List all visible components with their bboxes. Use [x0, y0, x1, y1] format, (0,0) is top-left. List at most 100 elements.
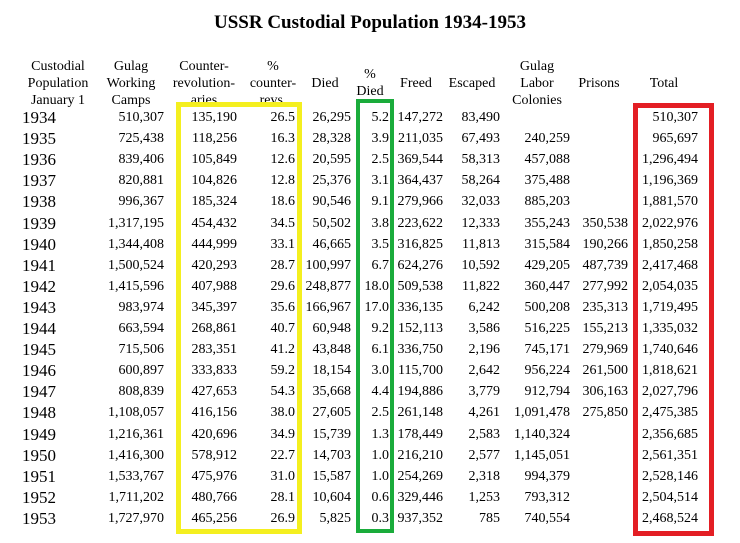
percent-counter-revs-cell: 18.6 [270, 194, 296, 210]
table-row: 1947 808,839 427,653 54.3 35,668 4.4 194,886 3,… [0, 381, 740, 403]
labor-colonies-cell: 315,584 [524, 236, 571, 252]
header-line: counter- [249, 76, 297, 91]
died-cell: 15,587 [312, 468, 352, 484]
year-cell: 1947 [22, 382, 56, 402]
total-cell: 2,561,351 [642, 447, 698, 463]
escaped-cell: 2,318 [468, 468, 501, 484]
labor-colonies-cell: 516,225 [524, 321, 571, 336]
percent-died-cell: 2.5 [371, 152, 390, 168]
escaped-cell: 4,261 [468, 405, 501, 421]
escaped-cell: 6,242 [468, 299, 501, 315]
gulag-camps-cell: 725,438 [118, 131, 165, 147]
freed-cell: 216,210 [397, 447, 444, 463]
percent-counter-revs-cell: 12.6 [270, 152, 296, 168]
table-row: 1944 663,594 268,861 40.7 60,948 9.2 152,113 3,… [0, 318, 740, 340]
table-row: 1946 600,897 333,833 59.2 18,154 3.0 115,700 2,… [0, 360, 740, 382]
prisons-cell: 155,213 [582, 321, 629, 336]
header-line: % [267, 59, 279, 74]
percent-counter-revs-cell: 12.8 [270, 173, 296, 189]
year-cell: 1948 [22, 403, 56, 423]
header-freed: Freed [394, 75, 438, 92]
year-cell: 1946 [22, 361, 56, 381]
counter-revolutionaries-cell: 345,397 [191, 299, 238, 315]
year-cell: 1943 [22, 297, 56, 317]
counter-revolutionaries-cell: 407,988 [191, 278, 238, 294]
table-row: 1949 1,216,361 420,696 34.9 15,739 1.3 178,449… [0, 424, 740, 446]
gulag-camps-cell: 600,897 [118, 363, 165, 379]
escaped-cell: 32,033 [461, 194, 501, 210]
died-cell: 43,848 [312, 342, 352, 358]
labor-colonies-cell: 500,208 [524, 299, 571, 315]
percent-died-cell: 3.0 [371, 363, 390, 379]
header-total: Total [640, 75, 688, 92]
counter-revolutionaries-cell: 135,190 [191, 110, 238, 125]
table-row: 1945 715,506 283,351 41.2 43,848 6.1 336,750 2,… [0, 339, 740, 361]
percent-died-cell: 6.7 [371, 257, 390, 273]
percent-died-cell: 1.0 [371, 447, 390, 463]
counter-revolutionaries-cell: 118,256 [192, 131, 237, 147]
header-line: Colonies [512, 93, 562, 108]
gulag-camps-cell: 510,307 [118, 110, 165, 125]
escaped-cell: 83,490 [461, 110, 501, 125]
percent-counter-revs-cell: 41.2 [270, 342, 296, 358]
total-cell: 2,027,796 [642, 384, 698, 400]
freed-cell: 509,538 [397, 278, 444, 294]
header-line: Working [106, 76, 156, 91]
prisons-cell: 350,538 [582, 215, 629, 231]
header-line: Freed [400, 76, 432, 91]
total-cell: 2,528,146 [642, 468, 698, 484]
table-row: 1935 725,438 118,256 16.3 28,328 3.9 211,035 67… [0, 128, 740, 150]
percent-counter-revs-cell: 16.3 [270, 131, 296, 147]
percent-counter-revs-cell: 28.1 [270, 489, 296, 505]
gulag-camps-cell: 1,108,057 [108, 405, 164, 421]
gulag-camps-cell: 808,839 [118, 384, 165, 400]
total-cell: 2,356,685 [642, 426, 698, 442]
escaped-cell: 3,586 [468, 321, 501, 336]
table-row: 1951 1,533,767 475,976 31.0 15,587 1.0 254,269… [0, 466, 740, 488]
percent-died-cell: 9.1 [371, 194, 390, 210]
total-cell: 2,504,514 [642, 489, 698, 505]
died-cell: 166,967 [305, 299, 352, 315]
total-cell: 1,296,494 [642, 152, 698, 168]
labor-colonies-cell: 1,091,478 [514, 405, 570, 421]
labor-colonies-cell: 994,379 [524, 468, 571, 484]
percent-counter-revs-cell: 28.7 [270, 257, 296, 273]
prisons-cell: 235,313 [582, 299, 629, 315]
died-cell: 27,605 [312, 405, 352, 421]
escaped-cell: 785 [479, 510, 500, 526]
counter-revolutionaries-cell: 105,849 [191, 152, 238, 168]
header-line: Counter- [179, 59, 229, 74]
percent-counter-revs-cell: 59.2 [270, 363, 296, 379]
prisons-cell: 190,266 [582, 236, 629, 252]
prisons-cell: 279,969 [582, 342, 629, 358]
labor-colonies-cell: 740,554 [524, 510, 571, 526]
labor-colonies-cell: 360,447 [524, 278, 571, 294]
total-cell: 2,468,524 [642, 510, 698, 526]
labor-colonies-cell: 912,794 [524, 384, 571, 400]
labor-colonies-cell: 956,224 [524, 363, 571, 379]
percent-died-cell: 3.1 [371, 173, 390, 189]
total-cell: 1,196,369 [642, 173, 698, 189]
header-counter-revolutionaries: Counter- revolution- aries [162, 58, 246, 109]
year-cell: 1953 [22, 508, 56, 528]
header-line: Died [356, 84, 384, 99]
table-row: 1952 1,711,202 480,766 28.1 10,604 0.6 329,446… [0, 487, 740, 509]
died-cell: 15,739 [312, 426, 352, 442]
escaped-cell: 3,779 [468, 384, 501, 400]
escaped-cell: 58,264 [461, 173, 501, 189]
escaped-cell: 2,577 [468, 447, 501, 463]
header-line: Gulag [113, 59, 149, 74]
counter-revolutionaries-cell: 465,256 [191, 510, 238, 526]
freed-cell: 194,886 [397, 384, 444, 400]
gulag-camps-cell: 1,711,202 [108, 489, 164, 505]
freed-cell: 329,446 [397, 489, 444, 505]
freed-cell: 254,269 [397, 468, 444, 484]
year-cell: 1934 [22, 108, 56, 127]
prisons-cell: 261,500 [582, 363, 629, 379]
year-cell: 1942 [22, 276, 56, 296]
died-cell: 5,825 [319, 510, 352, 526]
died-cell: 28,328 [312, 131, 352, 147]
freed-cell: 115,700 [398, 363, 443, 379]
header-line: % [364, 67, 376, 82]
percent-died-cell: 4.4 [371, 384, 390, 400]
